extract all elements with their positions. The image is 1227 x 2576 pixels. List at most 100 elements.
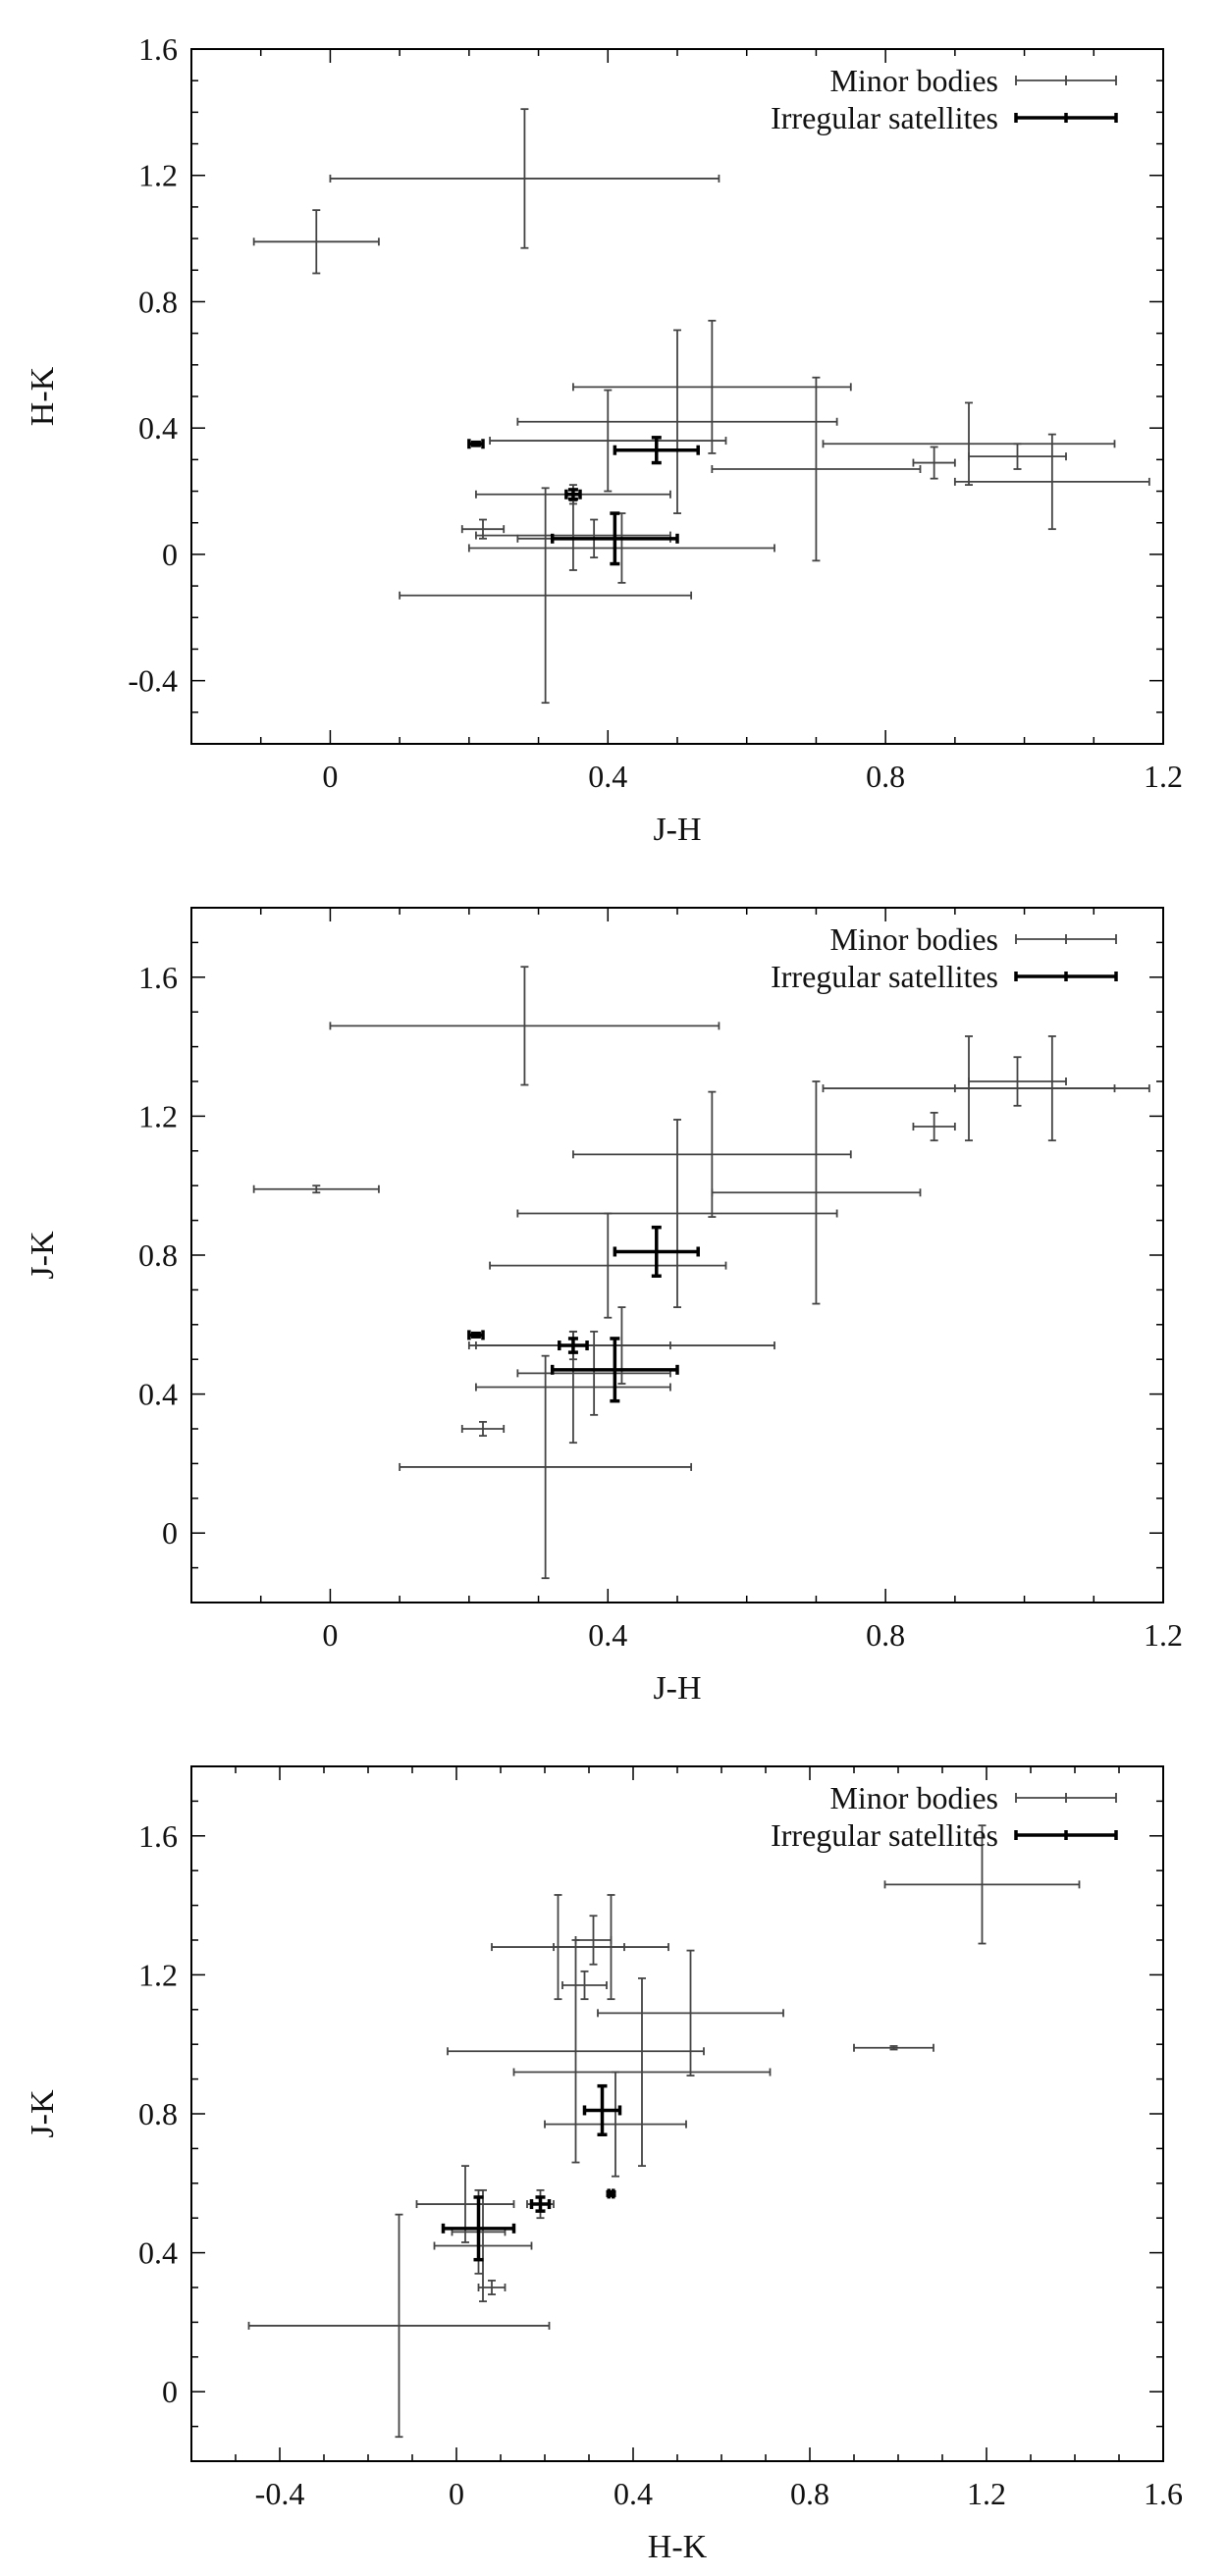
- minor-body-point: [329, 108, 720, 249]
- chart-panel-3: -0.4 0 0.4 0.8 1.2 1.6 0 0.4 0.8 1.2 1.6 H-K J-K Mino…: [25, 1765, 1183, 2565]
- x-tick-label: 1.2: [1144, 1617, 1183, 1653]
- legend-label: Minor bodies: [829, 1780, 998, 1815]
- minor-body-point: [516, 1119, 838, 1309]
- x-tick-label: 0.8: [866, 1617, 905, 1653]
- x-tick-label: 0.8: [866, 759, 905, 794]
- series-minor-bodies: [252, 108, 1150, 705]
- y-tick-label: 0.8: [138, 1237, 178, 1273]
- y-tick-label: 1.6: [138, 960, 178, 995]
- legend-label: Irregular satellites: [771, 1817, 998, 1853]
- minor-body-point: [447, 1939, 705, 2164]
- irregular-satellite-point: [606, 2188, 616, 2199]
- x-tick-label: 0: [449, 2476, 464, 2511]
- minor-body-point: [968, 1056, 1067, 1107]
- series-irregular-satellites: [467, 436, 700, 566]
- series-irregular-satellites: [467, 1225, 700, 1403]
- irregular-satellite-point: [564, 488, 582, 501]
- series-minor-bodies: [252, 966, 1150, 1580]
- legend-label: Irregular satellites: [771, 959, 998, 994]
- y-tick-label: 0: [162, 537, 178, 572]
- y-tick-label: 0.4: [138, 410, 178, 446]
- plot-frame: [190, 1765, 1164, 2462]
- x-tick-label: 0.4: [588, 1617, 627, 1653]
- minor-body-point: [329, 966, 720, 1086]
- minor-body-point: [572, 1090, 852, 1218]
- minor-body-point: [467, 512, 775, 584]
- minor-body-point: [475, 499, 671, 571]
- legend-label: Minor bodies: [829, 63, 998, 98]
- legend-swatch: [1014, 1830, 1118, 1840]
- x-tick-label: 1.2: [967, 2476, 1006, 2511]
- minor-body-point: [252, 209, 380, 275]
- minor-body-point: [491, 1894, 625, 2001]
- legend-label: Irregular satellites: [771, 100, 998, 135]
- irregular-satellite-point: [550, 1337, 679, 1403]
- x-tick-label: 1.2: [1144, 759, 1183, 794]
- chart-panel-1: 0 0.4 0.8 1.2 -0.4 0 0.4 0.8 1.2 1.6 J-H H-K Minor b…: [25, 31, 1183, 848]
- y-axis-label: J-K: [25, 2089, 61, 2138]
- minor-body-point: [516, 329, 838, 514]
- minor-body-point: [561, 1970, 608, 2001]
- series-irregular-satellites: [441, 2083, 622, 2262]
- irregular-satellite-point: [613, 1225, 700, 1278]
- minor-body-point: [822, 401, 1116, 487]
- x-axis-label: J-H: [653, 812, 701, 848]
- legend-swatch: [1014, 972, 1118, 981]
- x-tick-label: 0.8: [790, 2476, 829, 2511]
- irregular-satellite-point: [529, 2195, 552, 2213]
- minor-body-point: [433, 2188, 533, 2303]
- minor-body-point: [247, 2213, 551, 2439]
- minor-body-point: [489, 1212, 727, 1319]
- minor-body-point: [572, 319, 852, 454]
- minor-body-point: [912, 446, 956, 480]
- irregular-satellite-point: [558, 1337, 589, 1354]
- y-tick-label: 0.4: [138, 2235, 178, 2271]
- minor-body-point: [460, 518, 506, 540]
- minor-body-point: [953, 1035, 1150, 1142]
- minor-body-point: [912, 1111, 956, 1142]
- minor-body-point: [953, 433, 1150, 531]
- x-tick-label: -0.4: [255, 2476, 305, 2511]
- legend-label: Minor bodies: [829, 921, 998, 957]
- y-tick-label: 0: [162, 2374, 178, 2409]
- minor-body-point: [574, 1915, 613, 1966]
- x-axis-label: H-K: [648, 2529, 708, 2565]
- minor-body-point: [252, 1184, 380, 1194]
- legend-swatch: [1015, 934, 1117, 944]
- legend-swatch: [1015, 1793, 1117, 1803]
- minor-body-point: [399, 487, 693, 705]
- y-tick-label: 0.4: [138, 1377, 178, 1412]
- legend-swatch: [1014, 113, 1118, 123]
- minor-body-point: [711, 376, 922, 562]
- y-tick-label: 1.2: [138, 1957, 178, 1992]
- minor-body-point: [489, 389, 727, 493]
- y-axis-label: H-K: [25, 366, 61, 426]
- y-tick-label: 0.8: [138, 2096, 178, 2131]
- minor-body-point: [711, 1080, 922, 1305]
- y-tick-label: -0.4: [128, 663, 178, 699]
- legend-swatch: [1015, 76, 1117, 85]
- minor-body-point: [597, 1949, 784, 2077]
- irregular-satellite-point: [441, 2195, 516, 2262]
- x-tick-label: 1.6: [1144, 2476, 1183, 2511]
- y-axis-label: J-K: [25, 1231, 61, 1280]
- x-axis-label: J-H: [653, 1670, 701, 1707]
- irregular-satellite-point: [467, 1330, 485, 1341]
- y-tick-label: 1.2: [138, 1098, 178, 1133]
- minor-body-point: [399, 1354, 693, 1580]
- y-tick-label: 1.6: [138, 1818, 178, 1854]
- y-tick-label: 1.6: [138, 31, 178, 67]
- y-tick-label: 0: [162, 1515, 178, 1551]
- series-minor-bodies: [247, 1824, 1081, 2439]
- minor-body-point: [544, 2071, 687, 2178]
- chart-panel-2: 0 0.4 0.8 1.2 0 0.4 0.8 1.2 1.6 J-H J-K Minor bodie…: [25, 907, 1183, 1707]
- irregular-satellite-point: [582, 2083, 622, 2136]
- minor-body-point: [460, 1421, 506, 1437]
- x-tick-label: 0: [322, 1617, 338, 1653]
- irregular-satellite-point: [613, 436, 700, 465]
- minor-body-point: [467, 1306, 775, 1385]
- minor-body-point: [512, 1977, 772, 2168]
- minor-body-point: [883, 1824, 1081, 1945]
- x-tick-label: 0.4: [588, 759, 627, 794]
- irregular-satellite-point: [550, 511, 679, 566]
